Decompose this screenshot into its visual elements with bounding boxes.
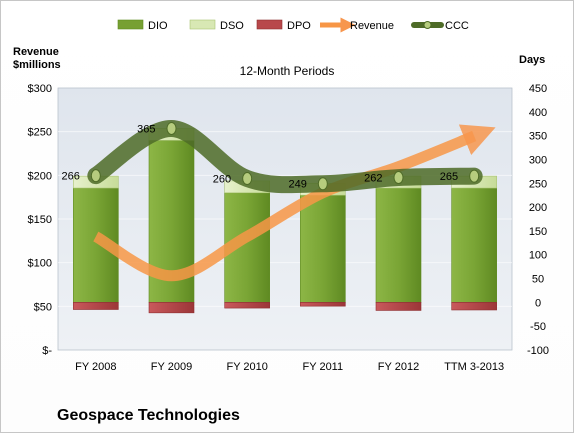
ccc-data-label: 365 (137, 123, 155, 135)
revenue-line (93, 124, 496, 282)
right-tick-label: 0 (535, 297, 541, 309)
ccc-marker (242, 172, 253, 186)
dio-legend-swatch (117, 19, 144, 30)
left-axis-title: Revenue $millions (13, 46, 61, 72)
left-tick-label: $150 (28, 214, 52, 226)
right-tick-label: 50 (532, 274, 544, 286)
legend-label: Revenue (350, 20, 394, 32)
ccc-data-label: 266 (61, 171, 79, 183)
legend-label: DPO (287, 20, 311, 32)
legend-label: CCC (445, 20, 469, 32)
right-axis-title: Days (519, 54, 546, 66)
x-tick-label: FY 2009 (151, 361, 192, 373)
right-tick-label: -100 (527, 345, 549, 357)
right-tick-label: 150 (529, 226, 547, 238)
dpo-bar (375, 302, 422, 311)
dio-bar (300, 194, 346, 303)
left-tick-label: $100 (28, 258, 52, 270)
ccc-legend-marker (423, 21, 432, 29)
ccc-marker (166, 121, 177, 135)
right-tick-label: -50 (530, 321, 546, 333)
x-tick-label: FY 2011 (303, 361, 344, 373)
right-tick-label: 400 (529, 107, 547, 119)
dpo-bar (300, 302, 346, 307)
ccc-data-label: 262 (364, 173, 382, 185)
ccc-marker (317, 177, 328, 191)
dpo-bar (148, 302, 195, 314)
dpo-legend-swatch (256, 19, 283, 30)
ccc-marker (469, 169, 480, 183)
ccc-marker (90, 169, 101, 183)
right-tick-label: 300 (529, 154, 547, 166)
x-tick-label: FY 2008 (75, 361, 116, 373)
company-name: Geospace Technologies (57, 407, 240, 424)
left-tick-label: $50 (34, 301, 52, 313)
left-tick-label: $200 (28, 170, 52, 182)
legend-label: DIO (148, 20, 168, 32)
dpo-bar (73, 302, 119, 310)
right-tick-label: 250 (529, 178, 547, 190)
dio-bar (451, 187, 497, 303)
ccc-data-label: 260 (213, 174, 231, 186)
chart-subtitle: 12-Month Periods (239, 64, 335, 78)
x-tick-label: FY 2010 (226, 361, 267, 373)
right-tick-label: 200 (529, 202, 547, 214)
left-axis-title-line1: Revenue (13, 46, 59, 58)
ccc-data-label: 249 (288, 179, 306, 191)
x-tick-label: FY 2012 (378, 361, 419, 373)
ccc-data-label: 265 (440, 171, 458, 183)
right-tick-label: 450 (529, 83, 547, 95)
left-tick-label: $250 (28, 127, 52, 139)
dpo-bar (224, 302, 270, 309)
left-tick-label: $300 (28, 83, 52, 95)
left-tick-label: $- (42, 345, 52, 357)
dio-bar (375, 187, 422, 303)
dso-legend-swatch (189, 19, 216, 30)
left-axis-title-line2: $millions (13, 59, 61, 71)
x-tick-label: TTM 3-2013 (444, 361, 504, 373)
ccc-marker (393, 171, 404, 185)
right-tick-label: 350 (529, 131, 547, 143)
legend-label: DSO (220, 20, 244, 32)
right-tick-label: 100 (529, 250, 547, 262)
dpo-bar (451, 302, 497, 311)
